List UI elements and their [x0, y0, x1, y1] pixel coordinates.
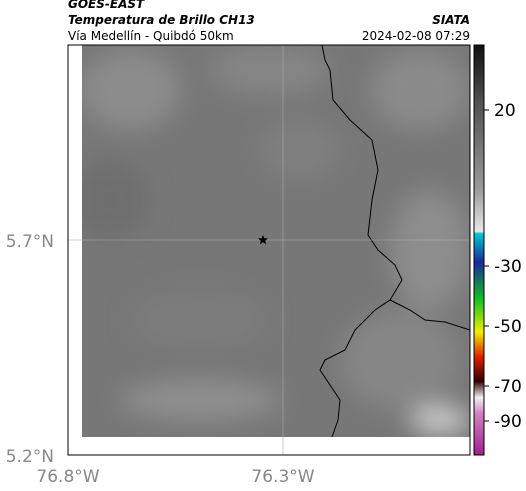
product: Temperatura de Brillo CH13 — [68, 13, 255, 27]
satellite: GOES-EAST — [68, 0, 145, 11]
lat-label: 5.7°N — [6, 232, 54, 252]
colorbar-label: -70 — [494, 377, 522, 397]
colorbar-ticks: 20 -30 -50 -70 -90 — [484, 101, 522, 432]
lat-label: 5.2°N — [6, 447, 54, 467]
satellite-image — [82, 45, 470, 437]
colorbar-label: -30 — [494, 257, 522, 277]
colorbar-label: -90 — [494, 412, 522, 432]
colorbar — [473, 44, 485, 456]
location-star — [258, 235, 268, 245]
lon-label: 76.8°W — [36, 467, 99, 487]
colorbar-label: -50 — [494, 317, 522, 337]
source: SIATA — [432, 13, 470, 27]
datetime: 2024-02-08 07:29 — [362, 29, 470, 43]
route: Vía Medellín - Quibdó 50km — [68, 29, 234, 43]
colorbar-label: 20 — [494, 101, 516, 121]
map-frame — [67, 44, 471, 456]
lon-label: 76.3°W — [251, 467, 314, 487]
